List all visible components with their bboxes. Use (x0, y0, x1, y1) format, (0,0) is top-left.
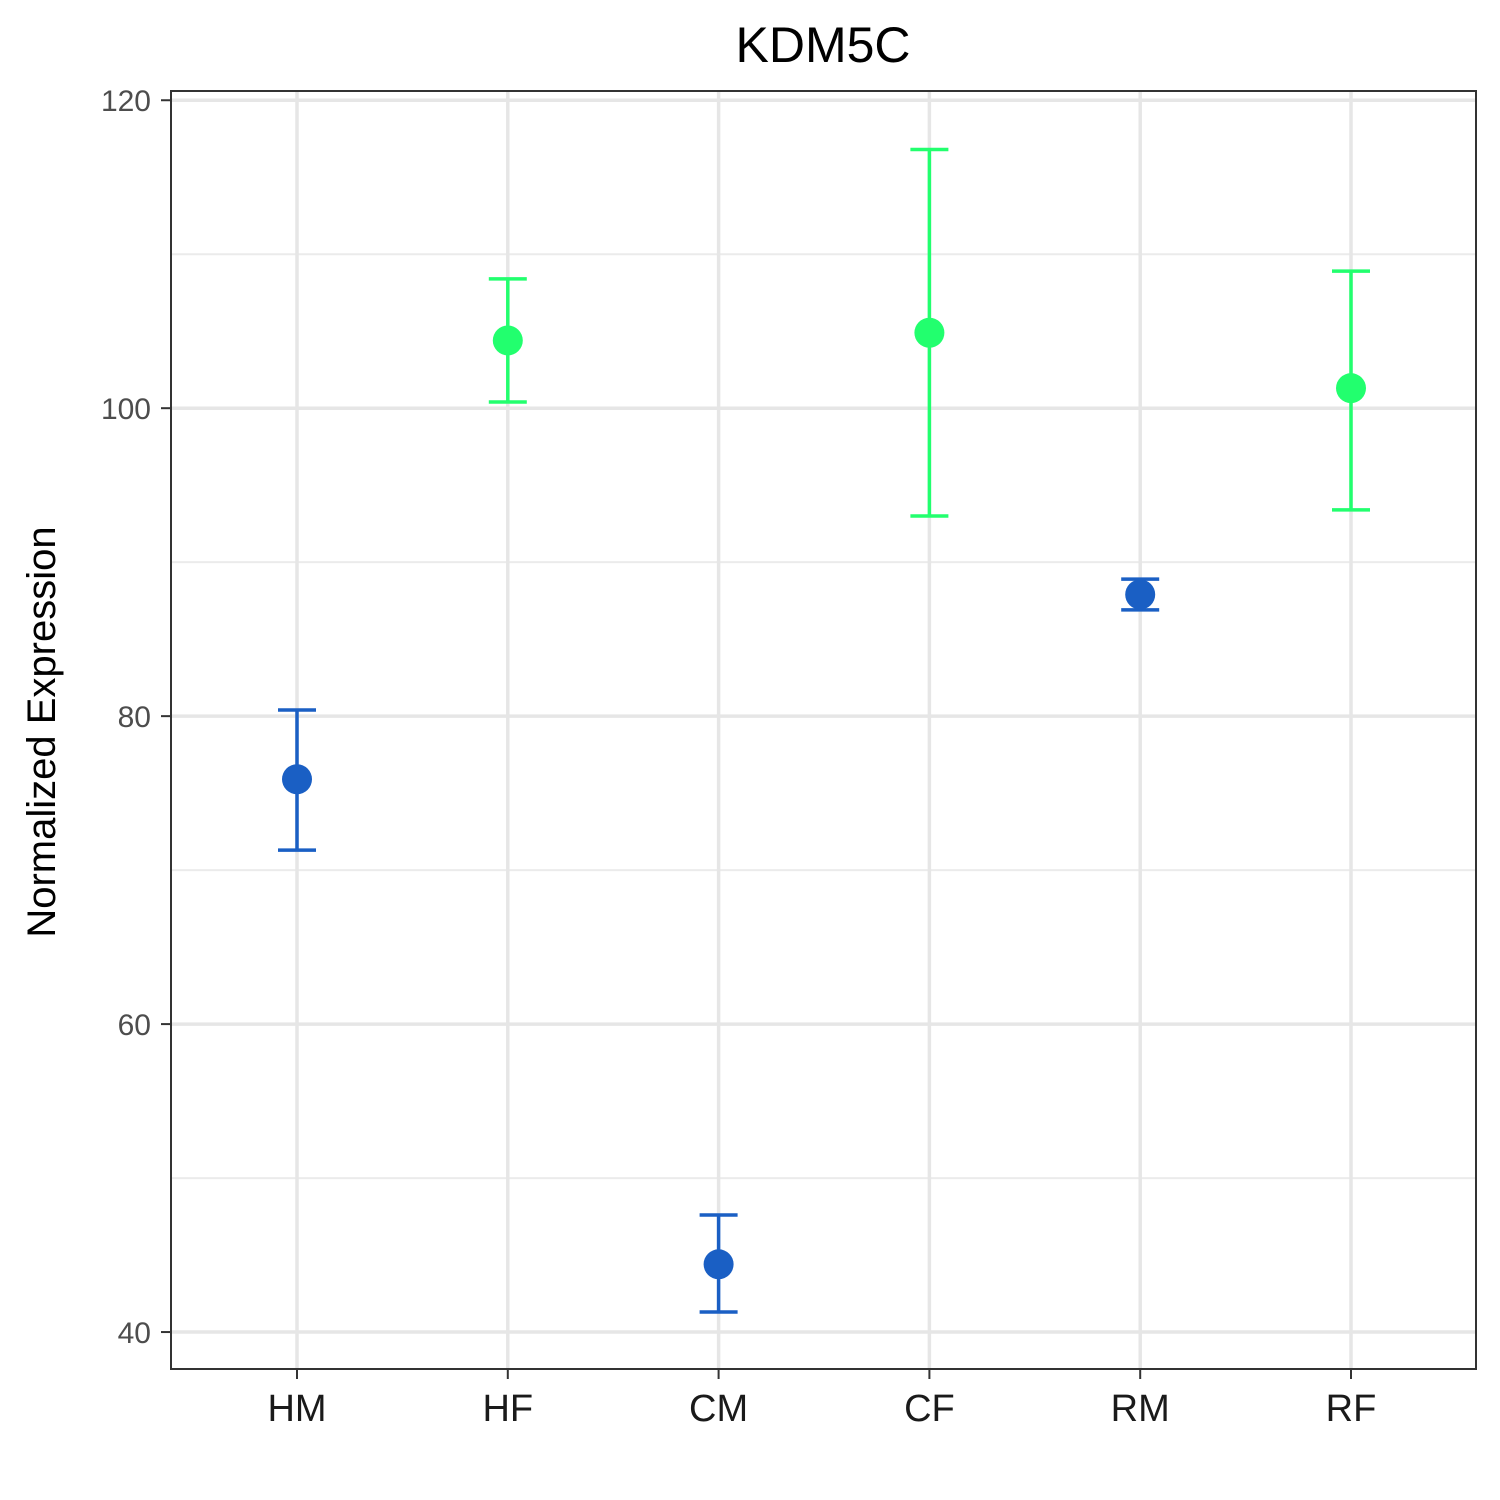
point-marker (914, 317, 945, 348)
data-point-hf (488, 277, 527, 404)
data-points (278, 147, 1370, 1314)
y-tick-label: 80 (118, 701, 151, 734)
y-tick-label: 120 (101, 85, 151, 118)
point-marker (1336, 373, 1366, 404)
x-tick-label-rm: RM (1111, 1388, 1170, 1430)
axes: 40 60 80 100 120 HM HF CM CF RM RF (101, 85, 1376, 1430)
y-axis-label: Normalized Expression (20, 526, 64, 937)
data-point-hm (278, 708, 316, 852)
data-point-rm (1121, 577, 1160, 612)
data-point-cf (910, 147, 949, 518)
point-marker (1125, 579, 1156, 610)
data-point-rf (1332, 269, 1370, 512)
x-tick-label-hf: HF (482, 1388, 533, 1430)
x-tick-label-rf: RF (1326, 1388, 1377, 1430)
x-tick-label-cm: CM (689, 1388, 748, 1430)
plot-panel-border (170, 90, 1477, 1370)
grid (171, 91, 1476, 1369)
y-tick-label: 60 (118, 1009, 151, 1042)
y-tick-label: 100 (101, 393, 151, 426)
y-tick-label: 40 (118, 1317, 151, 1350)
point-marker (282, 764, 312, 795)
data-point-cm (699, 1213, 738, 1314)
point-marker (492, 325, 523, 356)
chart-title: KDM5C (735, 17, 910, 73)
x-tick-label-cf: CF (904, 1388, 955, 1430)
point-marker (703, 1249, 734, 1280)
x-tick-label-hm: HM (267, 1388, 326, 1430)
